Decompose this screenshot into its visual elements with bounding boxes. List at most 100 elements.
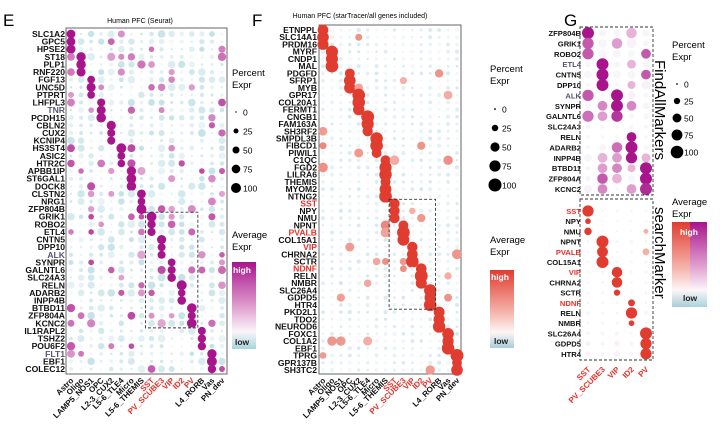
dot-TSHZ2-PV_SCUBE3	[157, 334, 166, 343]
dot-EBF1-Astro	[321, 346, 325, 351]
dot-INPP4B-VIP	[612, 152, 622, 163]
dot-PTPRT-L4_RORB	[199, 92, 205, 98]
dot-BTBD11-Astro	[66, 303, 76, 313]
color-legend-bar-magenta	[690, 222, 707, 307]
dot-GRIK1-PV_SCUBE3	[598, 38, 607, 48]
dot-VIP-L2-3_CUX2	[357, 245, 361, 249]
dot-SLC1A2-L5-6_THEMIS	[140, 32, 143, 36]
dot-ADARB2-Micro	[127, 289, 136, 297]
dot-SLC1A2-SST	[149, 31, 154, 37]
dot-CNGB1-SST	[392, 114, 397, 119]
dot-SLC26A4-Astro	[321, 288, 325, 293]
dot-PIWIL1-Micro	[371, 148, 382, 158]
dot-FGD2-L4_RORB	[437, 165, 441, 170]
dot-NEUROD6-L5-6_TLE4	[366, 325, 370, 329]
dot-GPR137B-SST	[393, 361, 396, 365]
gene-label: NDNF	[560, 299, 581, 308]
dot-GDPD5-PV	[640, 337, 652, 350]
dot-PTPRT-SST	[149, 92, 154, 98]
dot-POU6F2-SST	[149, 343, 154, 349]
dot-ASIC2-Oligo	[78, 153, 84, 159]
gene-label: PVALB	[289, 228, 318, 238]
dot-SLC26A4-L5-6_TLE4	[366, 289, 369, 292]
dot-FLT1-VIP	[170, 352, 173, 355]
dot-COL15A1-LAMP5_NOS1	[339, 238, 343, 241]
dot-NTNG2-PV_SCUBE3	[401, 194, 406, 199]
dot-SST-OPC	[348, 201, 352, 206]
dot-NMBR-L4_RORB	[437, 281, 441, 285]
dot-COL15A1-PV	[428, 238, 432, 242]
dot-KCNIP4-Micro	[129, 138, 134, 143]
dot-ZFP804A-VIP	[612, 173, 622, 184]
dot-RNF220-OPC	[98, 69, 105, 76]
dot-CUX2-VIP	[170, 131, 173, 135]
dot-FAM163A-ID2	[419, 122, 424, 126]
dot-MAL-VIP	[410, 64, 415, 69]
dot-ZFP804A-PV	[640, 172, 652, 185]
dot-NTNG2-Vas	[446, 194, 450, 198]
dot-RELN-VIP	[410, 274, 414, 278]
dot-ADARB2-PN_dev	[218, 289, 226, 297]
dot-TSHZ2-PN_dev	[218, 334, 226, 343]
dot-DPP10-VIP	[170, 245, 173, 249]
dot-PLP1-Micro	[128, 61, 135, 68]
dot-ADARB2-Astro	[68, 290, 74, 296]
dot-TNR-L5-6_TLE4	[120, 108, 123, 112]
dot-NMBR-ID2	[628, 320, 635, 327]
dot-KCNC2-PV_SCUBE3	[157, 319, 166, 328]
dot-CNDP1-PV	[428, 56, 433, 61]
dot-DPP10-PN_dev	[220, 245, 224, 250]
dot-SLC14A1-L5-6_THEMIS	[384, 35, 387, 39]
gene-label: ALK	[565, 91, 581, 100]
dot-SLC1A2-LAMP5_NOS1	[87, 30, 95, 38]
dot-FGD2-Vas	[446, 165, 450, 170]
dot-ALK-Oligo	[79, 253, 83, 257]
dot-SYNPR-Astro	[68, 259, 74, 265]
gene-label: SYNPR	[555, 102, 582, 111]
dot-GPC5-Vas	[209, 39, 214, 44]
dot-INPP4B-ID2	[177, 296, 187, 305]
dot-COLEC12-Micro	[130, 367, 133, 371]
dot-LILRA6-ID2	[419, 172, 424, 177]
dot-EBF1-SST	[392, 346, 397, 351]
dot-DPP10-PV	[189, 244, 195, 250]
dot-CNTN5-Oligo	[78, 236, 84, 243]
dot-FERMT1-PN_dev	[454, 107, 460, 112]
dot-COL1A2-L2-3_CUX2	[356, 339, 361, 344]
dot-NDNF-L5-6_THEMIS	[383, 266, 388, 271]
dot-PLP1-VIP	[167, 60, 176, 69]
size-legend-dot	[670, 145, 684, 159]
dot-DPP10-Vas	[210, 246, 214, 249]
dot-KCNC2-ID2	[626, 184, 637, 194]
dot-MYB-VIP	[410, 86, 414, 90]
dot-CLSTN2-L2-3_CUX2	[108, 190, 115, 197]
dot-FGF13-Oligo	[77, 76, 85, 83]
dot-COL15A1-Micro	[375, 238, 378, 242]
gene-label: SMPDL3B	[276, 134, 317, 144]
panel-f-plot-area	[318, 24, 462, 375]
dot-PIWIL1-PV_SCUBE3	[401, 150, 406, 156]
size-legend-title-line1: Percent	[672, 40, 705, 51]
dot-KCNC2-LAMP5_NOS1	[87, 319, 96, 328]
dot-CNGB1-ID2	[419, 115, 423, 119]
dot-CLSTN2-Astro	[69, 192, 73, 196]
dot-ETL4-Astro	[68, 229, 74, 235]
dot-APBB1IP-Astro	[68, 168, 74, 174]
dot-GRIK1-PV	[189, 214, 194, 219]
dot-CUX2-Vas	[210, 131, 214, 135]
dot-GALNTL6-PV	[188, 266, 196, 274]
dot-IL1RAPL2-PV_SCUBE3	[159, 328, 164, 333]
dot-ROBO2-VIP	[613, 49, 621, 58]
gene-label: SLC1A2	[32, 29, 65, 39]
dot-DPP10-Micro	[130, 245, 133, 249]
dot-COL15A1-PN_dev	[454, 237, 460, 242]
gene-label: PRDM16	[282, 39, 317, 49]
dot-CUX2-Micro	[127, 129, 136, 137]
dot-SFRP1-L5-6_THEMIS	[384, 79, 388, 83]
gene-label: ETNPPL	[283, 25, 317, 35]
dot-SLC24A3-PV	[644, 124, 648, 129]
dot-FIBCD1-L5-6_THEMIS	[383, 143, 388, 148]
dot-SFRP1-PV_SCUBE3	[399, 77, 407, 85]
dot-PKD2L1-L5-6_THEMIS	[383, 310, 388, 315]
